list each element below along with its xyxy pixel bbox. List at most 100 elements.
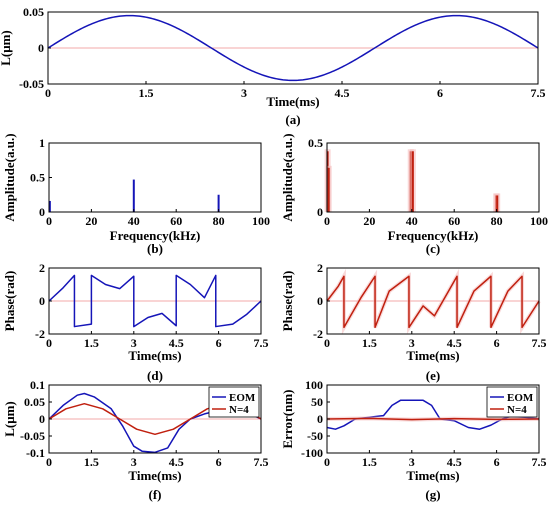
y-tick-label: -50	[307, 429, 323, 443]
legend-box	[486, 386, 538, 418]
legend-label: N=4	[507, 404, 527, 416]
x-tick-label: 7.5	[531, 86, 546, 100]
y-tick-label: 0.1	[30, 378, 45, 392]
x-axis-label: Time(ms)	[128, 348, 181, 363]
y-tick-label: 50	[311, 395, 323, 409]
x-tick-label: 0	[324, 214, 330, 228]
x-axis-label: Time(ms)	[406, 348, 459, 363]
legend-box	[208, 386, 260, 418]
legend-label: N=4	[229, 404, 249, 416]
y-tick-label: 0.05	[24, 395, 45, 409]
x-tick-label: 7.5	[254, 336, 269, 350]
x-tick-label: 20	[363, 214, 375, 228]
x-tick-label: 40	[128, 214, 140, 228]
panel-caption: (d)	[147, 368, 163, 383]
x-tick-label: 7.5	[532, 336, 547, 350]
y-axis-label: Amplitude(a.u.)	[280, 133, 295, 221]
y-tick-label: 1	[39, 136, 45, 150]
y-tick-label: 2	[39, 261, 45, 275]
x-tick-label: 1.5	[84, 336, 99, 350]
x-axis-label: Time(ms)	[266, 94, 319, 109]
y-tick-label: 0	[317, 205, 323, 219]
y-tick-label: -0.1	[26, 446, 45, 460]
series-line-0	[48, 274, 262, 328]
y-axis-label: Amplitude(a.u.)	[2, 133, 17, 221]
panel-caption: (b)	[147, 241, 163, 256]
x-axis-label: Time(ms)	[406, 468, 459, 483]
x-tick-label: 0	[46, 455, 52, 469]
y-tick-label: 0	[317, 294, 323, 308]
y-tick-label: 0	[39, 205, 45, 219]
x-tick-label: 3	[131, 336, 137, 350]
x-tick-label: 1.5	[362, 455, 377, 469]
panel-caption: (a)	[285, 112, 300, 127]
y-tick-label: -0.05	[19, 77, 44, 91]
x-tick-label: 6	[437, 86, 443, 100]
x-tick-label: 4.5	[169, 336, 184, 350]
x-tick-label: 0	[45, 86, 51, 100]
legend-label: EOM	[229, 392, 256, 404]
x-tick-label: 7.5	[532, 455, 547, 469]
x-tick-label: 3	[409, 336, 415, 350]
x-tick-label: 0	[324, 336, 330, 350]
x-tick-label: 0	[324, 455, 330, 469]
y-tick-label: 0	[39, 294, 45, 308]
x-tick-label: 1.5	[84, 455, 99, 469]
x-tick-label: 3	[409, 455, 415, 469]
panel-g: 0 1.5 3 4.5 6 7.5100500-50-100Time(ms)Error(n…	[280, 378, 547, 502]
y-axis-label: Phase(rad)	[2, 271, 17, 332]
series-line-0	[47, 14, 539, 82]
x-tick-label: 100	[252, 214, 270, 228]
x-tick-label: 3	[131, 455, 137, 469]
x-tick-label: 60	[448, 214, 460, 228]
x-tick-label: 4.5	[447, 455, 462, 469]
x-tick-label: 6	[494, 455, 500, 469]
x-tick-label: 40	[406, 214, 418, 228]
x-tick-label: 3	[241, 86, 247, 100]
y-tick-label: 0	[38, 41, 44, 55]
panel-f: 0 1.5 3 4.5 6 7.50.10.050-0.05-0.1Time(ms)L(μ…	[2, 378, 269, 502]
panel-caption: (g)	[425, 487, 440, 502]
y-tick-label: 0.05	[23, 5, 44, 19]
x-tick-label: 0	[46, 336, 52, 350]
x-tick-label: 4.5	[335, 86, 350, 100]
x-tick-label: 6	[216, 455, 222, 469]
panel-b: 0 20 40 60 80 100 1 0.5 0 Frequency(kHz) Amplitude…	[2, 133, 270, 256]
x-tick-label: 7.5	[254, 455, 269, 469]
x-tick-label: 80	[491, 214, 503, 228]
panel-caption: (c)	[426, 241, 440, 256]
panel-caption: (f)	[149, 487, 162, 502]
x-tick-label: 100	[530, 214, 548, 228]
x-tick-label: 80	[213, 214, 225, 228]
legend-label: EOM	[507, 392, 534, 404]
y-axis-label: L(μm)	[0, 30, 13, 66]
x-tick-label: 4.5	[169, 455, 184, 469]
x-tick-label: 1.5	[139, 86, 154, 100]
y-tick-label: -100	[301, 446, 323, 460]
x-tick-label: 60	[170, 214, 182, 228]
series-line-0	[326, 275, 540, 329]
y-axis-label: Phase(rad)	[280, 271, 295, 332]
y-tick-label: 0.5	[308, 136, 323, 150]
y-axis-label: Error(nm)	[280, 390, 295, 449]
series-line-N=4	[326, 417, 540, 421]
x-axis-label: Frequency(kHz)	[110, 228, 201, 243]
x-tick-label: 4.5	[447, 336, 462, 350]
x-tick-label: 20	[85, 214, 97, 228]
panel-caption: (e)	[426, 368, 440, 383]
panel-c: 0 20 40 60 80 100 0.5 0 Frequency(kHz) Amplitude(…	[280, 133, 548, 256]
x-tick-label: 6	[494, 336, 500, 350]
y-tick-label: -0.05	[20, 429, 45, 443]
y-tick-label: 2	[317, 261, 323, 275]
axes-box	[48, 142, 262, 213]
y-axis-label: L(μm)	[2, 401, 17, 437]
y-tick-label: 100	[305, 378, 323, 392]
y-tick-label: -2	[313, 327, 323, 341]
x-axis-label: Frequency(kHz)	[388, 228, 479, 243]
y-tick-label: -2	[35, 327, 45, 341]
y-tick-label: 0	[39, 412, 45, 426]
x-tick-label: 1.5	[362, 336, 377, 350]
